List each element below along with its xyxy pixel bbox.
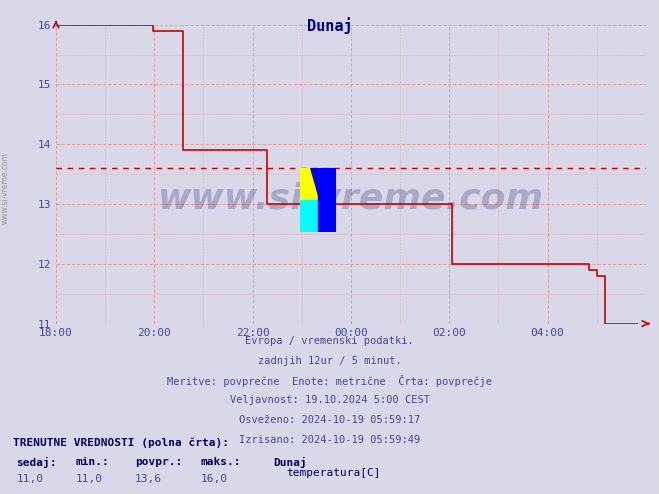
Text: 11,0: 11,0 — [16, 474, 43, 484]
Text: 16,0: 16,0 — [201, 474, 228, 484]
Text: min.:: min.: — [76, 457, 109, 467]
Polygon shape — [318, 168, 336, 232]
Text: www.si-vreme.com: www.si-vreme.com — [1, 152, 10, 224]
Text: Meritve: povprečne  Enote: metrične  Črta: povprečje: Meritve: povprečne Enote: metrične Črta:… — [167, 375, 492, 387]
Text: Evropa / vremenski podatki.: Evropa / vremenski podatki. — [245, 336, 414, 346]
Text: TRENUTNE VREDNOSTI (polna črta):: TRENUTNE VREDNOSTI (polna črta): — [13, 437, 229, 448]
Text: temperatura[C]: temperatura[C] — [287, 468, 381, 478]
Text: zadnjih 12ur / 5 minut.: zadnjih 12ur / 5 minut. — [258, 356, 401, 366]
Text: Osveženo: 2024-10-19 05:59:17: Osveženo: 2024-10-19 05:59:17 — [239, 415, 420, 425]
Text: Veljavnost: 19.10.2024 5:00 CEST: Veljavnost: 19.10.2024 5:00 CEST — [229, 395, 430, 405]
Text: 11,0: 11,0 — [76, 474, 103, 484]
Text: maks.:: maks.: — [201, 457, 241, 467]
Text: Dunaj: Dunaj — [273, 457, 307, 468]
Text: sedaj:: sedaj: — [16, 457, 57, 468]
Text: povpr.:: povpr.: — [135, 457, 183, 467]
Text: 13,6: 13,6 — [135, 474, 162, 484]
Text: www.si-vreme.com: www.si-vreme.com — [158, 181, 544, 215]
Text: Izrisano: 2024-10-19 05:59:49: Izrisano: 2024-10-19 05:59:49 — [239, 435, 420, 445]
Polygon shape — [311, 168, 336, 232]
Polygon shape — [300, 200, 318, 232]
Polygon shape — [300, 168, 318, 200]
Text: Dunaj: Dunaj — [306, 17, 353, 34]
